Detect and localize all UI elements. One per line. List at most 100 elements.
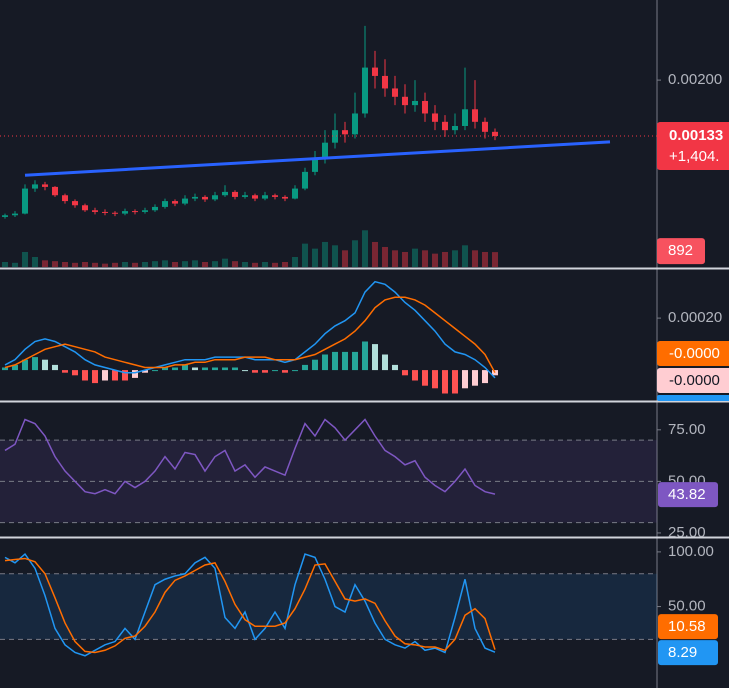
signal-tag — [657, 341, 729, 366]
candle-body — [422, 100, 428, 114]
volume-bar — [72, 262, 78, 267]
volume-bar — [252, 262, 258, 267]
candle-body — [172, 201, 178, 204]
volume-bar — [122, 261, 128, 267]
band — [0, 573, 657, 640]
candle-body — [372, 67, 378, 76]
volume-bar — [32, 256, 38, 267]
volume-bar — [372, 241, 378, 267]
histogram-bar — [442, 370, 448, 394]
candle-body — [412, 100, 418, 106]
volume-bar — [422, 250, 428, 267]
volume-bar — [82, 261, 88, 267]
histogram-tag — [657, 368, 729, 393]
candle-body — [432, 113, 438, 122]
volume-bar — [472, 250, 478, 267]
histogram-bar — [382, 354, 388, 371]
histogram-bar — [262, 370, 268, 373]
candle-body — [312, 159, 318, 172]
volume-bar — [102, 263, 108, 267]
histogram-bar — [472, 370, 478, 386]
histogram-bar — [412, 370, 418, 381]
candle-body — [192, 196, 198, 199]
volume-bar — [232, 261, 238, 267]
histogram-bar — [152, 370, 158, 372]
histogram-bar — [172, 367, 178, 371]
value-tag — [658, 482, 718, 508]
y-tick-label: 100.00 — [668, 543, 714, 560]
histogram-bar — [212, 367, 218, 371]
candle-body — [342, 130, 348, 135]
candle-body — [462, 109, 468, 126]
candle-body — [292, 188, 298, 199]
indicator-line — [4, 296, 496, 374]
volume-tag — [657, 238, 705, 265]
volume-bar — [152, 261, 158, 267]
volume-bar — [112, 262, 118, 267]
candle-body — [142, 210, 148, 212]
histogram-bar — [302, 364, 308, 371]
signal-tag-label: -0.0000 — [669, 345, 720, 362]
histogram-bar — [132, 370, 138, 378]
histogram-bar — [142, 370, 148, 373]
histogram-bar — [102, 370, 108, 381]
candle-body — [32, 184, 38, 189]
macd-tag — [657, 395, 729, 401]
y-tick-label: 0.00020 — [668, 309, 722, 326]
volume-bar — [202, 261, 208, 267]
candle-body — [282, 196, 288, 199]
histogram-bar — [312, 359, 318, 371]
histogram-bar — [352, 351, 358, 371]
candle-body — [22, 188, 28, 214]
histogram-bar — [232, 367, 238, 371]
volume-bar — [392, 250, 398, 267]
volume-bar — [162, 260, 168, 267]
value-tag-label: 8.29 — [668, 644, 697, 661]
volume-bar — [322, 241, 328, 267]
candle-body — [252, 195, 258, 199]
price-tag-label: 0.00133 — [669, 127, 723, 144]
candle-body — [272, 195, 278, 197]
indicator-line — [4, 418, 496, 495]
volume-bar — [292, 256, 298, 267]
candle-body — [452, 125, 458, 131]
histogram-bar — [452, 370, 458, 394]
histogram-bar — [192, 367, 198, 371]
candle-body — [202, 196, 208, 200]
volume-bar — [62, 261, 68, 267]
volume-bar — [442, 251, 448, 267]
histogram-bar — [362, 341, 368, 371]
price-tag — [657, 122, 729, 171]
candle-body — [302, 171, 308, 189]
histogram-bar — [432, 370, 438, 389]
histogram-bar — [2, 367, 8, 371]
candle-body — [402, 96, 408, 106]
volume-bar — [222, 258, 228, 267]
candle-body — [72, 201, 78, 206]
histogram-bar — [62, 370, 68, 373]
volume-bar — [212, 261, 218, 267]
volume-bar — [182, 261, 188, 267]
histogram-bar — [222, 367, 228, 371]
candle-body — [52, 186, 58, 196]
indicator-line — [4, 280, 496, 379]
candle-body — [152, 206, 158, 211]
candle-body — [232, 191, 238, 197]
change-label: +1,404. — [669, 148, 719, 165]
volume-bar — [132, 262, 138, 267]
volume-bar — [482, 251, 488, 267]
histogram-bar — [52, 364, 58, 371]
candle-body — [472, 109, 478, 122]
candle-body — [352, 113, 358, 135]
y-tick-label: 0.00200 — [668, 71, 722, 88]
value-tag — [658, 614, 718, 640]
volume-bar — [192, 260, 198, 267]
candle-body — [182, 198, 188, 204]
volume-bar — [452, 250, 458, 267]
histogram-bar — [32, 357, 38, 371]
candle-body — [222, 191, 228, 196]
volume-bar — [312, 248, 318, 267]
